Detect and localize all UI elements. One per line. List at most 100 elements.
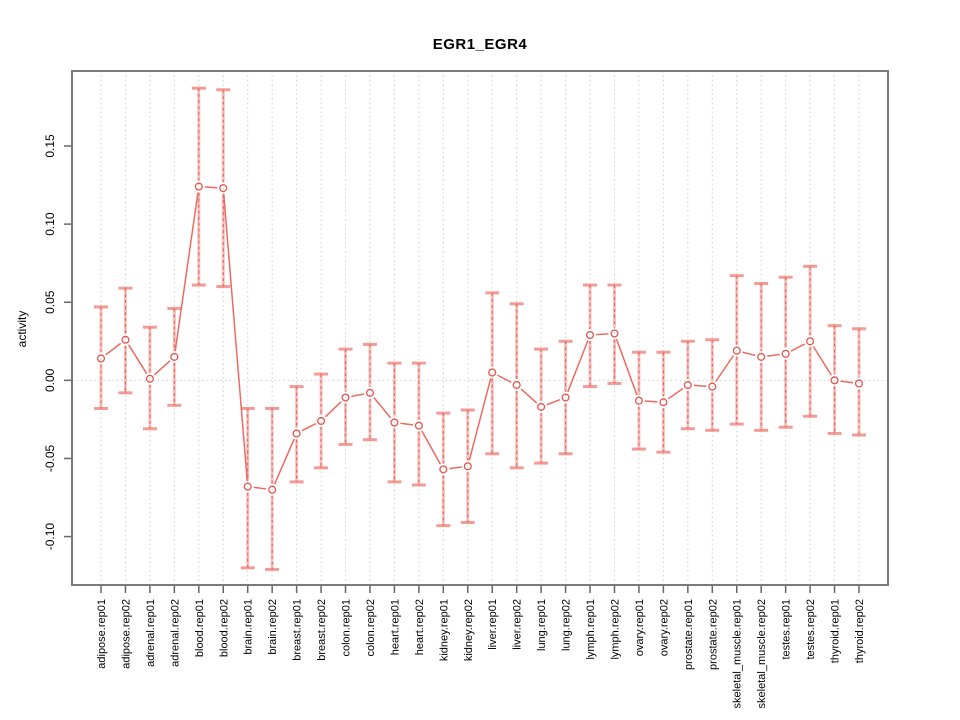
x-tick-label: kidney.rep02 bbox=[463, 599, 475, 661]
x-tick-label: adipose.rep02 bbox=[120, 599, 132, 669]
y-tick-label: 0.15 bbox=[43, 134, 57, 158]
data-point bbox=[194, 182, 203, 191]
x-tick-label: adipose.rep01 bbox=[96, 599, 108, 669]
x-tick-label: lung.rep02 bbox=[561, 599, 573, 651]
data-point bbox=[634, 396, 643, 405]
x-tick-label: breast.rep01 bbox=[292, 599, 304, 661]
chart-title: EGR1_EGR4 bbox=[432, 36, 528, 53]
x-tick-label: heart.rep02 bbox=[414, 599, 426, 655]
series-segment bbox=[812, 345, 833, 376]
data-point bbox=[96, 354, 106, 363]
x-tick-label: heart.rep01 bbox=[389, 599, 401, 655]
data-point bbox=[659, 398, 668, 407]
data-point bbox=[585, 330, 595, 340]
series-segment bbox=[715, 355, 734, 383]
data-point bbox=[365, 388, 375, 397]
data-point bbox=[243, 482, 252, 491]
x-tick-label: colon.rep01 bbox=[341, 599, 353, 657]
x-tick-label: liver.rep01 bbox=[487, 599, 499, 650]
x-tick-label: adrenal.rep01 bbox=[145, 599, 157, 667]
series-segment bbox=[449, 466, 462, 470]
series-segment bbox=[615, 338, 638, 396]
series-segment bbox=[520, 388, 538, 404]
data-point bbox=[439, 465, 448, 474]
series-segment bbox=[301, 423, 317, 432]
data-point bbox=[341, 393, 350, 402]
x-tick-label: liver.rep02 bbox=[512, 599, 524, 650]
x-tick-label: prostate.rep01 bbox=[683, 599, 695, 670]
x-tick-label: testes.rep02 bbox=[805, 599, 817, 660]
series-segment bbox=[468, 378, 492, 461]
data-point bbox=[854, 379, 864, 388]
series-segment bbox=[644, 400, 658, 403]
data-point bbox=[683, 380, 692, 390]
data-point bbox=[757, 352, 766, 361]
series-segment bbox=[373, 396, 392, 419]
y-tick-label: -0.05 bbox=[43, 444, 57, 472]
data-point bbox=[121, 335, 130, 344]
data-point bbox=[219, 184, 228, 193]
x-tick-label: ovary.rep01 bbox=[634, 599, 646, 656]
data-point bbox=[512, 380, 521, 390]
series-segment bbox=[351, 393, 365, 398]
data-point bbox=[145, 374, 154, 383]
x-tick-label: lung.rep01 bbox=[536, 599, 548, 651]
x-tick-label: skeletal_muscle.rep01 bbox=[732, 599, 744, 708]
data-point bbox=[732, 346, 741, 355]
series-segment bbox=[742, 351, 756, 357]
y-tick-label: 0.10 bbox=[43, 212, 57, 236]
data-point bbox=[781, 349, 790, 358]
x-tick-label: lymph.rep02 bbox=[609, 599, 621, 660]
data-point bbox=[610, 329, 619, 338]
x-tick-label: adrenal.rep02 bbox=[169, 599, 181, 667]
x-tick-label: prostate.rep02 bbox=[707, 599, 719, 670]
x-tick-label: brain.rep01 bbox=[243, 599, 255, 655]
series-segment bbox=[497, 374, 512, 383]
y-tick-label: 0.05 bbox=[43, 290, 57, 314]
data-point bbox=[463, 462, 472, 471]
data-point bbox=[708, 382, 717, 391]
series-segment bbox=[253, 486, 267, 490]
y-tick-label: 0.00 bbox=[43, 368, 57, 392]
data-point bbox=[292, 429, 301, 438]
x-tick-label: lymph.rep01 bbox=[585, 599, 597, 660]
x-tick-label: ovary.rep02 bbox=[658, 599, 670, 656]
series-segment bbox=[273, 438, 295, 485]
x-tick-label: brain.rep02 bbox=[267, 599, 279, 655]
data-point bbox=[170, 352, 179, 361]
data-point bbox=[317, 416, 326, 426]
series-segment bbox=[223, 194, 248, 481]
data-point bbox=[268, 485, 277, 494]
x-tick-label: breast.rep02 bbox=[316, 599, 328, 661]
x-tick-label: blood.rep01 bbox=[194, 599, 206, 657]
x-tick-label: blood.rep02 bbox=[218, 599, 230, 657]
series-segment bbox=[693, 384, 707, 387]
series-segment bbox=[790, 343, 806, 352]
x-tick-label: kidney.rep01 bbox=[438, 599, 450, 661]
x-tick-label: thyroid.rep01 bbox=[830, 599, 842, 663]
series-segment bbox=[105, 342, 122, 356]
series-segment bbox=[567, 340, 589, 393]
series-segment bbox=[421, 430, 442, 465]
data-point bbox=[561, 393, 570, 402]
series-segment bbox=[127, 344, 148, 375]
data-point bbox=[537, 402, 546, 411]
series-segment bbox=[204, 186, 218, 189]
series-segment bbox=[595, 333, 609, 336]
series-segment bbox=[767, 353, 780, 357]
series-segment bbox=[667, 387, 684, 400]
x-tick-label: skeletal_muscle.rep02 bbox=[756, 599, 768, 708]
data-point bbox=[488, 368, 497, 377]
x-tick-label: thyroid.rep02 bbox=[854, 599, 866, 663]
data-point bbox=[830, 376, 839, 385]
data-point bbox=[390, 418, 399, 427]
data-point bbox=[806, 337, 815, 346]
plot-frame bbox=[71, 70, 889, 586]
x-tick-label: colon.rep02 bbox=[365, 599, 377, 657]
series-segment bbox=[546, 398, 561, 406]
data-point bbox=[414, 421, 423, 430]
series-segment bbox=[324, 401, 342, 418]
y-tick-label: -0.10 bbox=[43, 523, 57, 551]
